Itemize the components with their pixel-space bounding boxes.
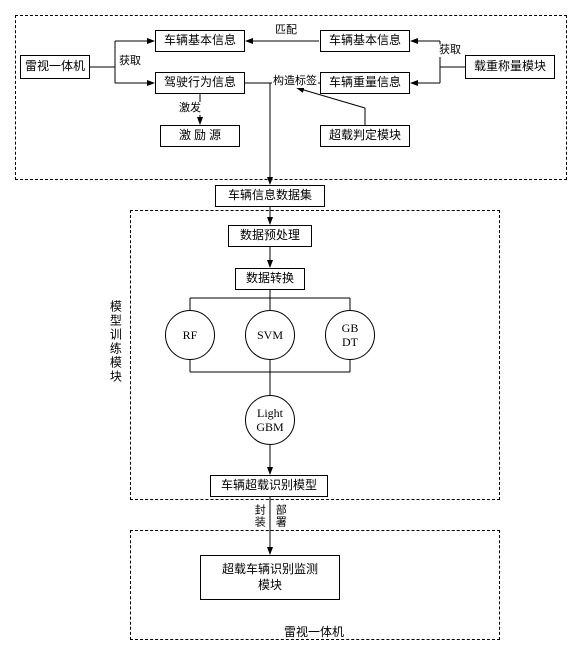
node-loadmod: 载重称量模块 <box>465 55 555 79</box>
node-dataset: 车辆信息数据集 <box>215 185 325 207</box>
edge-label-build: 构造标签 <box>272 75 318 88</box>
node-radar: 雷视一体机 <box>20 55 90 79</box>
node-excite: 激 励 源 <box>160 125 240 147</box>
node-prep: 数据预处理 <box>228 225 312 247</box>
node-rf: RF <box>165 310 215 360</box>
node-conv: 数据转换 <box>235 268 305 290</box>
node-vbi-left: 车辆基本信息 <box>155 30 245 52</box>
node-drive: 驾驶行为信息 <box>155 72 245 94</box>
group-top <box>15 15 567 180</box>
group-bot-label: 雷视一体机 <box>283 625 345 639</box>
node-gbdt: GB DT <box>325 310 375 360</box>
group-mid-label: 模型训练模块 <box>108 300 122 384</box>
node-monitor: 超载车辆识别监测 模块 <box>200 555 340 600</box>
edge-label-trig: 激发 <box>178 102 202 115</box>
edge-label-pack: 封装 <box>252 504 265 528</box>
node-weight: 车辆重量信息 <box>320 72 410 94</box>
edge-label-deploy: 部署 <box>273 504 286 528</box>
node-model: 车辆超载识别模型 <box>210 475 328 497</box>
edge-label-match: 匹配 <box>274 24 298 37</box>
node-svm: SVM <box>245 310 295 360</box>
node-vbi-right: 车辆基本信息 <box>320 30 410 52</box>
node-lgbm: Light GBM <box>245 395 295 445</box>
edge-label-get1: 获取 <box>118 55 142 68</box>
edge-label-get2: 获取 <box>438 44 462 57</box>
node-judge: 超载判定模块 <box>320 125 410 147</box>
